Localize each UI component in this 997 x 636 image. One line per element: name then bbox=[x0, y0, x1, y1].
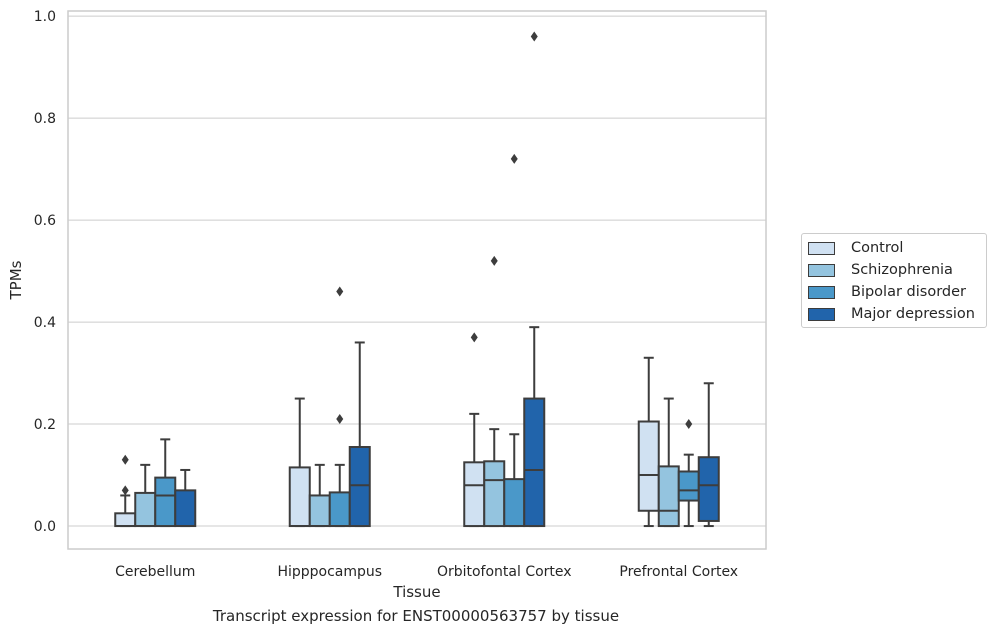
gridlines bbox=[68, 15, 766, 527]
box-bipolar-disorder-orbitofontal-cortex bbox=[503, 153, 526, 528]
outlier-point bbox=[121, 485, 129, 496]
chart-caption: Transcript expression for ENST0000056375… bbox=[212, 607, 620, 625]
legend: Control Schizophrenia Bipolar disorder M… bbox=[801, 233, 987, 328]
box-major-depression-prefrontal-cortex bbox=[697, 382, 720, 528]
box-iqr bbox=[348, 446, 371, 528]
box-iqr bbox=[637, 420, 660, 512]
y-tick-label: 0.8 bbox=[34, 111, 56, 127]
box-iqr bbox=[114, 512, 137, 528]
legend-swatch-major-depression bbox=[808, 307, 835, 321]
box-schizophrenia-prefrontal-cortex bbox=[657, 397, 680, 528]
plot-area-frame bbox=[67, 10, 767, 550]
box-schizophrenia-cerebellum bbox=[134, 463, 157, 528]
box-control-hipppocampus bbox=[288, 397, 311, 528]
outlier-point bbox=[336, 413, 344, 424]
legend-label-major-depression: Major depression bbox=[851, 306, 975, 322]
legend-label-control: Control bbox=[851, 240, 904, 256]
x-axis-label: Tissue bbox=[392, 583, 440, 601]
box-iqr bbox=[288, 466, 311, 528]
box-iqr bbox=[523, 397, 546, 528]
x-tick-label: Cerebellum bbox=[115, 564, 195, 580]
outlier-point bbox=[510, 153, 518, 164]
legend-label-schizophrenia: Schizophrenia bbox=[851, 262, 953, 278]
box-schizophrenia-orbitofontal-cortex bbox=[483, 255, 506, 528]
box-iqr bbox=[657, 465, 680, 528]
x-axis-ticks: Cerebellum Hipppocampus Orbitofontal Corte… bbox=[115, 564, 738, 580]
box-bipolar-disorder-cerebellum bbox=[154, 438, 177, 528]
y-axis-ticks: 0.0 0.2 0.4 0.6 0.8 1.0 bbox=[34, 9, 56, 535]
legend-item-major-depression: Major depression bbox=[808, 305, 975, 323]
y-tick-label: 0.0 bbox=[34, 519, 56, 535]
legend-swatch-schizophrenia bbox=[808, 263, 835, 277]
box-control-cerebellum bbox=[114, 454, 137, 528]
y-tick-label: 0.4 bbox=[34, 315, 56, 331]
legend-swatch-control bbox=[808, 241, 835, 255]
outlier-point bbox=[530, 31, 538, 42]
box-iqr bbox=[463, 461, 486, 528]
outlier-point bbox=[336, 286, 344, 297]
outlier-point bbox=[121, 454, 129, 465]
series-bipolar-disorder bbox=[154, 153, 700, 528]
series-schizophrenia bbox=[134, 255, 680, 528]
series-control bbox=[114, 332, 660, 528]
box-major-depression-hipppocampus bbox=[348, 341, 371, 528]
box-major-depression-cerebellum bbox=[174, 468, 197, 528]
x-tick-label: Prefrontal Cortex bbox=[619, 564, 738, 580]
x-tick-label: Hipppocampus bbox=[277, 564, 382, 580]
box-control-orbitofontal-cortex bbox=[463, 332, 486, 528]
box-iqr bbox=[328, 491, 351, 528]
legend-swatch-bipolar-disorder bbox=[808, 285, 835, 299]
y-axis-label: TPMs bbox=[7, 260, 25, 300]
y-tick-label: 0.2 bbox=[34, 417, 56, 433]
y-tick-label: 1.0 bbox=[34, 9, 56, 25]
legend-item-bipolar-disorder: Bipolar disorder bbox=[808, 283, 966, 301]
box-series bbox=[114, 31, 720, 528]
box-control-prefrontal-cortex bbox=[637, 356, 660, 528]
box-bipolar-disorder-prefrontal-cortex bbox=[677, 419, 700, 528]
legend-item-schizophrenia: Schizophrenia bbox=[808, 261, 953, 279]
box-iqr bbox=[483, 460, 506, 528]
box-major-depression-orbitofontal-cortex bbox=[523, 31, 546, 528]
outlier-point bbox=[470, 332, 478, 343]
box-iqr bbox=[308, 494, 331, 528]
box-schizophrenia-hipppocampus bbox=[308, 463, 331, 528]
legend-label-bipolar-disorder: Bipolar disorder bbox=[851, 284, 966, 300]
box-iqr bbox=[677, 470, 700, 502]
box-iqr bbox=[697, 456, 720, 522]
outlier-point bbox=[685, 419, 693, 430]
box-iqr bbox=[503, 478, 526, 528]
box-iqr bbox=[174, 489, 197, 528]
x-tick-label: Orbitofontal Cortex bbox=[437, 564, 572, 580]
box-bipolar-disorder-hipppocampus bbox=[328, 286, 351, 528]
legend-item-control: Control bbox=[808, 239, 903, 257]
series-major-depression bbox=[174, 31, 720, 528]
y-tick-label: 0.6 bbox=[34, 213, 56, 229]
box-iqr bbox=[134, 491, 157, 528]
outlier-point bbox=[490, 255, 498, 266]
box-iqr bbox=[154, 476, 177, 528]
